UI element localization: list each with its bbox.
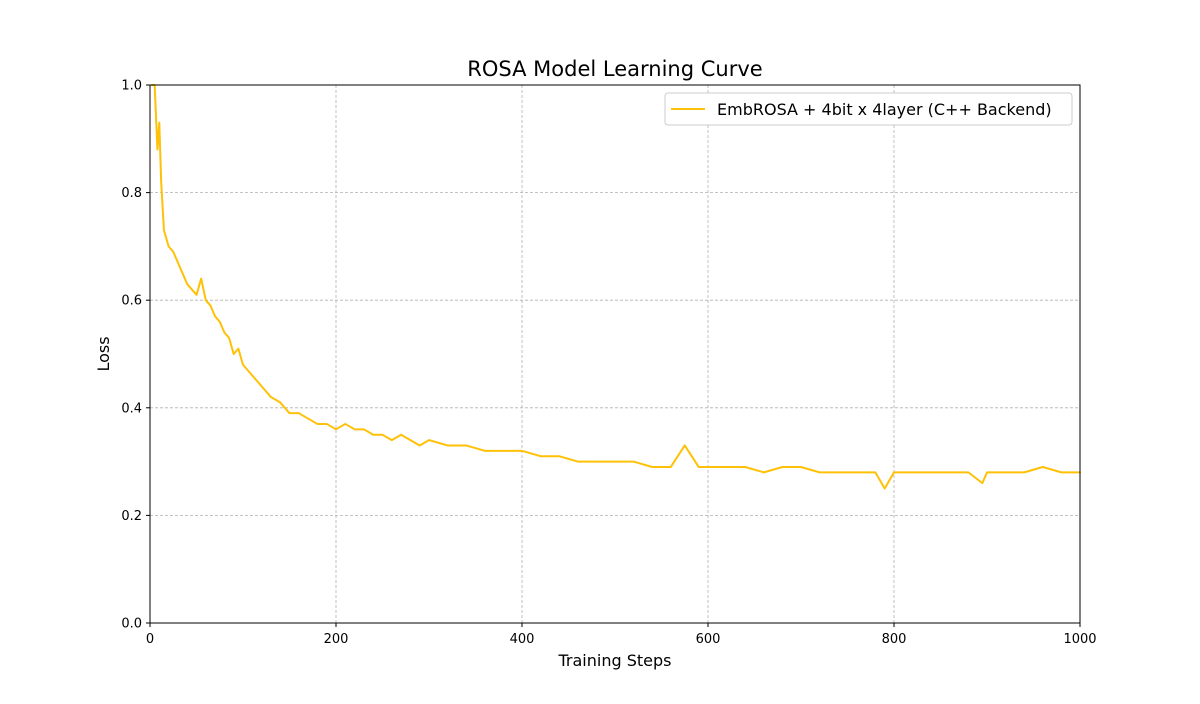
x-tick-label: 1000 <box>1063 632 1096 647</box>
plot-frame <box>149 84 1081 624</box>
chart-title: ROSA Model Learning Curve <box>467 57 762 81</box>
grid-layer <box>150 85 1080 623</box>
y-tick-label: 0.6 <box>121 294 142 309</box>
x-tick-label: 200 <box>324 632 349 647</box>
y-axis-label: Loss <box>94 336 113 371</box>
x-tick-label: 0 <box>146 632 154 647</box>
series-layer <box>150 84 1081 490</box>
x-tick-label: 400 <box>510 632 535 647</box>
y-tick-label: 0.0 <box>121 617 142 632</box>
y-tick-label: 1.0 <box>121 79 142 94</box>
legend-series-label: EmbROSA + 4bit x 4layer (C++ Backend) <box>717 100 1052 119</box>
x-axis-label: Training Steps <box>558 651 672 670</box>
tick-layer: 0 200 400 600 800 1000 0.0 0.2 0.4 0.6 0.8 1.0 <box>121 79 1096 648</box>
series-line-0 <box>150 84 1081 490</box>
x-tick-label: 600 <box>696 632 721 647</box>
x-tick-label: 800 <box>882 632 907 647</box>
y-tick-label: 0.4 <box>121 401 142 416</box>
y-tick-label: 0.2 <box>121 509 142 524</box>
y-tick-label: 0.8 <box>121 186 142 201</box>
legend: EmbROSA + 4bit x 4layer (C++ Backend) <box>664 92 1073 126</box>
legend-box <box>664 92 1073 126</box>
